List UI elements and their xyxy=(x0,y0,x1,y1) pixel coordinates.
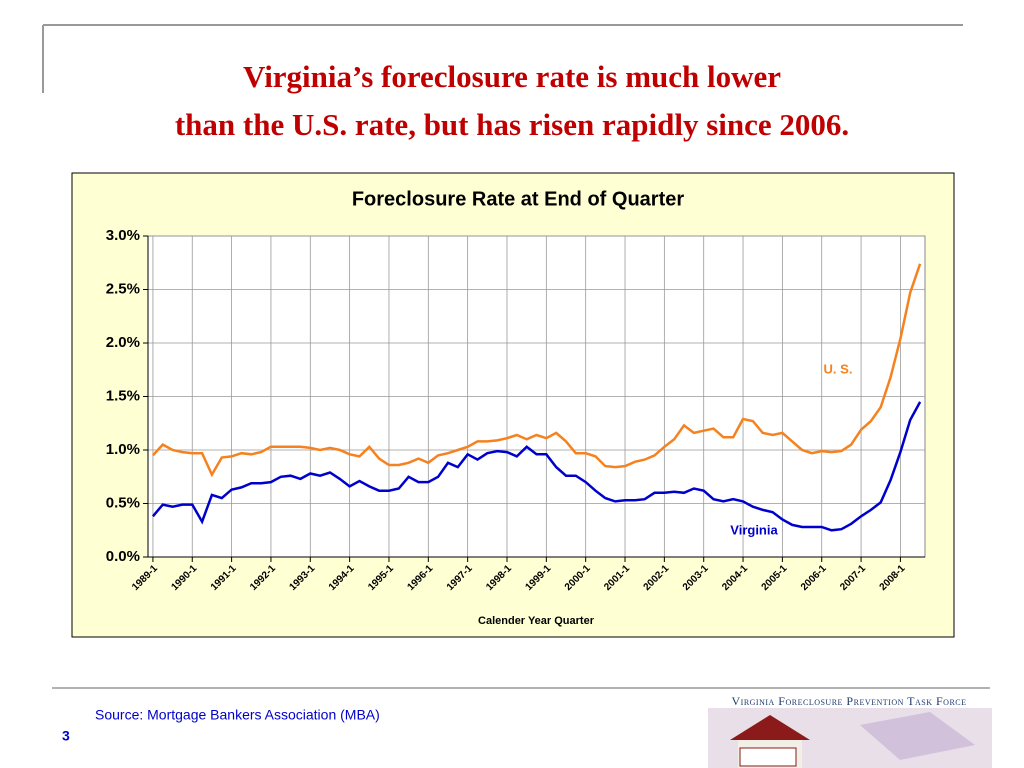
source: Source: Mortgage Bankers Association (MB… xyxy=(95,707,380,723)
series-line xyxy=(151,263,922,478)
series-line xyxy=(151,401,922,532)
y-tick-label: 3.0% xyxy=(106,227,140,244)
logo-sign xyxy=(739,747,797,767)
slide-title: than the U.S. rate, but has risen rapidl… xyxy=(175,107,849,142)
logo xyxy=(708,708,992,768)
logo-roof xyxy=(730,715,810,740)
x-axis-label: Calender Year Quarter xyxy=(478,615,595,627)
series-label: Virginia xyxy=(730,522,778,537)
y-tick-label: 2.0% xyxy=(106,334,140,351)
logo-map xyxy=(860,712,975,760)
chart-title: Foreclosure Rate at End of Quarter xyxy=(352,188,685,210)
logo-text: Virginia Foreclosure Prevention Task For… xyxy=(731,694,966,708)
page-number: 3 xyxy=(62,728,70,744)
y-tick-label: 1.0% xyxy=(106,441,140,458)
y-tick-label: 0.0% xyxy=(106,548,140,565)
y-tick-label: 0.5% xyxy=(106,494,140,511)
y-tick-label: 1.5% xyxy=(106,387,140,404)
series-label: U. S. xyxy=(824,361,853,376)
y-tick-label: 2.5% xyxy=(106,280,140,297)
slide-title: Virginia’s foreclosure rate is much lowe… xyxy=(243,59,781,94)
